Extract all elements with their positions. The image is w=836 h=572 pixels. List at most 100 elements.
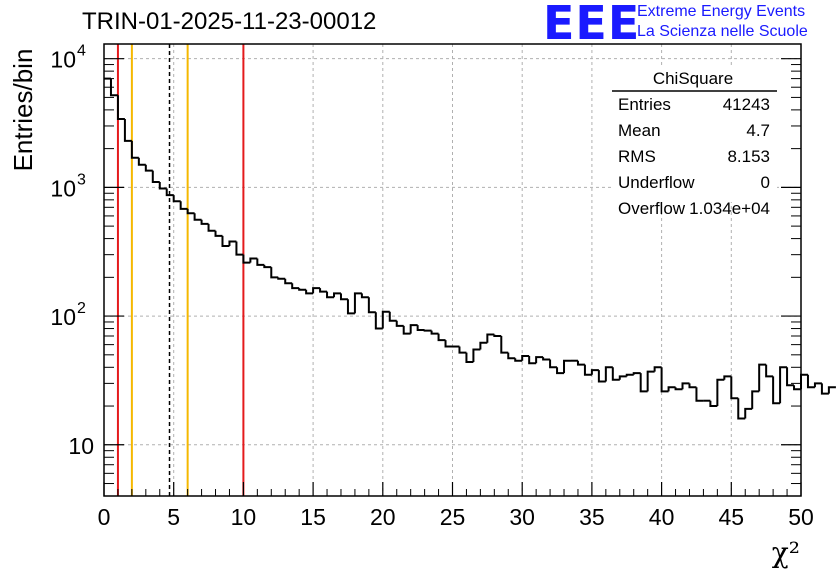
y-tick-label: 10 2	[50, 300, 86, 330]
histogram-bin	[709, 400, 718, 408]
histogram-bin	[521, 354, 530, 361]
histogram-bin	[151, 170, 160, 184]
stats-label-entries: Entries	[618, 95, 671, 114]
histogram-bars	[104, 77, 836, 420]
histogram-bin	[493, 334, 502, 338]
histogram-bin	[597, 370, 606, 383]
histogram-bin	[130, 140, 139, 159]
histogram-bin	[346, 299, 355, 315]
x-tick-label: 40	[649, 504, 675, 530]
histogram-bin	[186, 208, 195, 215]
histogram-bin	[207, 223, 216, 232]
histogram-bin	[109, 78, 118, 97]
stats-value-mean: 4.7	[746, 121, 770, 140]
histogram-bin	[730, 376, 739, 400]
histogram-bin	[458, 346, 467, 354]
y-tick-label: 10 3	[50, 171, 86, 201]
histogram-bin	[221, 235, 230, 248]
histogram-bin	[590, 369, 599, 375]
y-tick-base: 10	[50, 304, 76, 330]
histogram-bin	[800, 373, 808, 390]
histogram-bin	[786, 367, 795, 387]
stats-label-overflow: Overflow	[618, 199, 686, 218]
y-tick-base: 10	[68, 433, 94, 459]
histogram-bin	[353, 292, 362, 314]
histogram-bin	[402, 325, 411, 335]
histogram-bin	[430, 330, 439, 335]
histogram-bin	[793, 385, 801, 391]
histogram-bin	[681, 382, 690, 390]
y-tick-exponent: 2	[77, 300, 86, 317]
x-tick-label: 0	[98, 504, 111, 530]
histogram-bin	[367, 297, 376, 314]
histogram-bin	[576, 360, 585, 366]
histogram-bin	[172, 195, 181, 203]
histogram-bin	[611, 367, 620, 381]
histogram-bin	[409, 324, 418, 334]
histogram-bin	[256, 258, 265, 266]
y-axis-label: Entries/bin	[8, 49, 38, 172]
x-tick-label: 5	[167, 504, 180, 530]
histogram-bin	[165, 188, 174, 197]
histogram-bin	[688, 383, 697, 389]
y-tick-label: 10 4	[50, 43, 86, 73]
x-tick-label: 10	[231, 504, 257, 530]
histogram-bin	[563, 359, 571, 374]
stats-title: ChiSquare	[653, 69, 733, 88]
histogram-bin	[319, 288, 328, 293]
histogram-bin	[625, 373, 634, 377]
histogram-bin	[618, 375, 627, 380]
x-tick-label: 25	[440, 504, 466, 530]
histogram-bin	[472, 348, 481, 362]
stats-rows: Entries 41243 Mean 4.7 RMS 8.153 Underflow 0 Ove…	[618, 95, 770, 218]
y-tick-label: 10	[68, 433, 94, 459]
histogram-bin	[305, 289, 314, 295]
histogram-bin	[500, 336, 509, 354]
stats-value-overflow: 1.034e+04	[689, 199, 770, 218]
marker-lines	[116, 44, 245, 496]
histogram-bin	[395, 320, 404, 327]
histogram-bin	[123, 118, 132, 142]
histogram-bin	[291, 283, 300, 290]
stats-value-entries: 41243	[723, 95, 770, 114]
histogram-bin	[514, 358, 523, 362]
histogram-bin	[765, 364, 774, 378]
histogram-bin	[200, 219, 209, 225]
eee-logo: EEE	[543, 0, 641, 50]
histogram-bin	[486, 333, 495, 343]
stats-value-rms: 8.153	[727, 147, 770, 166]
histogram-bin	[737, 398, 746, 420]
histogram-bin	[479, 341, 488, 350]
histogram-bin	[583, 364, 592, 376]
histogram-bin	[374, 312, 383, 330]
x-tick-label: 50	[788, 504, 814, 530]
histogram-bin	[326, 291, 335, 299]
histogram-bin	[339, 293, 348, 301]
x-tick-label: 30	[509, 504, 535, 530]
histogram-bin	[827, 386, 836, 394]
histogram-bin	[528, 355, 537, 365]
x-axis-label: χ²	[772, 536, 800, 569]
histogram-bin	[228, 240, 237, 247]
stats-value-underflow: 0	[761, 173, 770, 192]
histogram-bin	[333, 292, 341, 298]
histogram-bin	[116, 95, 125, 120]
histogram-bin	[632, 372, 641, 375]
histogram-bin	[242, 254, 251, 264]
y-tick-exponent: 3	[77, 171, 86, 188]
histogram-bin	[284, 278, 293, 285]
histogram-bin	[744, 407, 753, 419]
stats-label-rms: RMS	[618, 147, 656, 166]
histogram-bin	[360, 293, 369, 299]
x-tick-label: 20	[370, 504, 396, 530]
histogram-bin	[542, 357, 551, 361]
histogram-bin	[388, 311, 397, 322]
stats-box: ChiSquare Entries 41243 Mean 4.7 RMS 8.153 Und…	[612, 66, 777, 218]
histogram-bin	[806, 374, 815, 389]
stats-label-mean: Mean	[618, 121, 661, 140]
histogram-bin	[277, 277, 286, 280]
histogram-bin	[639, 373, 648, 393]
histogram-bin	[758, 363, 767, 392]
histogram-bin	[695, 387, 704, 402]
